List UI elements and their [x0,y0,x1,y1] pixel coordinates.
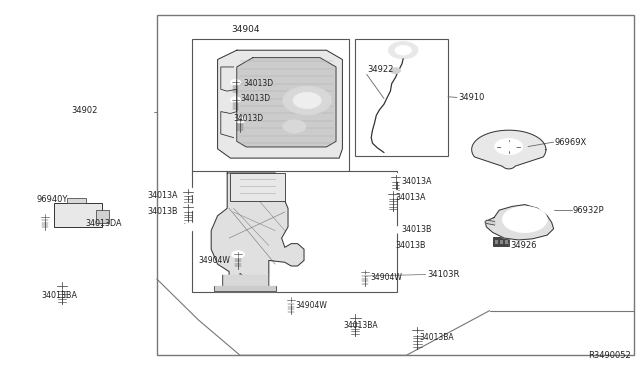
Bar [192,171,397,292]
Text: 34013BA: 34013BA [420,333,454,342]
Text: 34013BA: 34013BA [42,291,77,300]
Polygon shape [485,220,495,225]
Circle shape [181,203,195,211]
Circle shape [388,42,418,59]
Bar [157,15,634,355]
Circle shape [183,223,197,231]
Circle shape [348,313,363,322]
Text: 96932P: 96932P [573,206,604,215]
Text: 34013A: 34013A [147,191,178,200]
Bar [355,39,448,156]
Text: 34904W: 34904W [296,301,328,310]
Circle shape [285,296,298,304]
Circle shape [388,226,401,234]
Circle shape [386,190,400,198]
Text: 34922: 34922 [367,65,394,74]
Bar [96,210,109,223]
Bar [230,173,285,201]
Circle shape [495,138,523,155]
Bar [493,237,509,246]
Bar [495,240,498,244]
Circle shape [387,244,392,247]
Polygon shape [214,286,276,291]
Polygon shape [223,275,269,291]
Text: R3490052: R3490052 [588,351,630,360]
Circle shape [232,251,244,258]
Circle shape [230,97,241,103]
Circle shape [392,228,397,231]
Bar [500,240,503,244]
Circle shape [187,225,193,229]
Circle shape [501,142,516,151]
Text: 34013BA: 34013BA [343,321,378,330]
Polygon shape [472,130,546,169]
Circle shape [283,120,306,133]
Text: 34103R: 34103R [427,270,460,279]
Circle shape [395,45,412,55]
Circle shape [383,242,396,249]
Circle shape [54,281,70,290]
Text: 34904W: 34904W [198,256,230,265]
Text: 34013A: 34013A [396,193,426,202]
Text: 34902: 34902 [71,106,97,115]
Circle shape [293,92,321,109]
Polygon shape [485,205,554,240]
Text: 34013B: 34013B [402,225,433,234]
Circle shape [181,187,195,196]
Bar [54,203,102,227]
Circle shape [230,79,241,85]
Text: 34926: 34926 [510,241,536,250]
Text: 34013D: 34013D [244,79,274,88]
Text: 34013B: 34013B [396,241,426,250]
Text: 96940Y: 96940Y [36,195,68,203]
Bar [192,39,349,175]
Circle shape [388,173,403,182]
Circle shape [502,206,547,232]
Text: 34013D: 34013D [241,94,271,103]
Text: 34013DA: 34013DA [85,219,122,228]
Polygon shape [218,50,342,158]
Text: 34013D: 34013D [234,114,264,123]
Polygon shape [211,173,304,283]
Circle shape [358,268,371,276]
Text: 34904: 34904 [231,25,259,33]
Circle shape [410,326,425,335]
Circle shape [235,117,245,123]
Polygon shape [237,58,336,147]
Text: 96969X: 96969X [554,138,586,147]
Circle shape [39,213,51,220]
Circle shape [390,68,401,74]
Text: 34013A: 34013A [402,177,433,186]
Circle shape [283,86,332,115]
Text: 34910: 34910 [458,93,484,102]
Text: 34013B: 34013B [147,207,178,216]
Text: 34904W: 34904W [370,273,402,282]
Bar [505,240,508,244]
Bar [67,198,86,203]
